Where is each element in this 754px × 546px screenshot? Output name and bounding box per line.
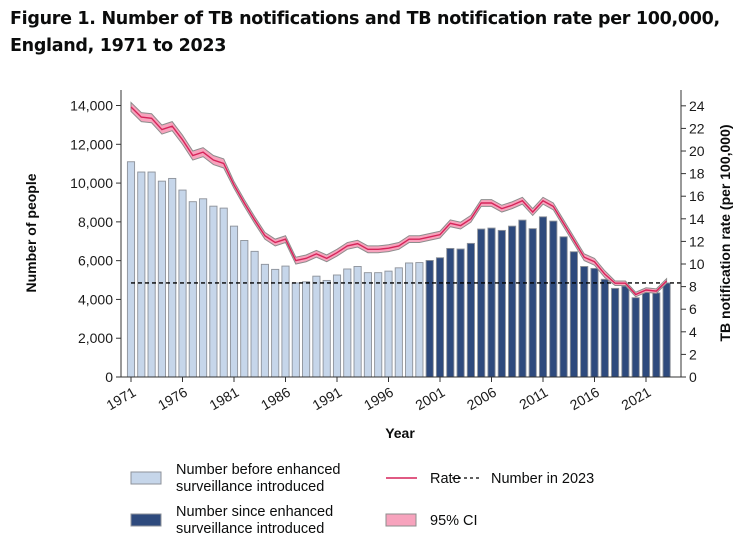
bar-since-2007 — [497, 229, 506, 378]
y-tick-label: 10,000 — [70, 175, 113, 191]
bar-before-1985 — [271, 268, 280, 378]
bar-since-2011 — [538, 216, 548, 378]
y2-tick-label: 0 — [689, 369, 697, 385]
bar-before-1997 — [394, 267, 403, 378]
y2-tick-label: 6 — [689, 301, 697, 317]
bar-before-1991 — [332, 274, 342, 378]
bar-since-2017 — [600, 278, 609, 378]
x-tick-label: 2011 — [516, 384, 550, 413]
x-tick-label: 2016 — [567, 384, 602, 414]
legend-label-rate: Rate — [430, 471, 461, 487]
legend-swatch-before — [130, 471, 162, 485]
x-axis-label: Year — [385, 425, 415, 441]
ci-band — [130, 101, 668, 298]
bar-before-1992 — [343, 268, 352, 378]
bar-before-1995 — [374, 272, 383, 378]
x-tick-label: 1971 — [104, 384, 139, 414]
bar-before-1987 — [291, 282, 300, 378]
legend-label-reference: Number in 2023 — [491, 471, 594, 487]
bar-since-2012 — [549, 220, 558, 378]
bar-since-2006 — [487, 227, 496, 378]
rate-line — [130, 106, 668, 296]
bar-before-1994 — [363, 272, 372, 378]
bar-before-1988 — [302, 281, 311, 378]
bar-before-1989 — [312, 275, 321, 378]
bar-before-1981 — [229, 225, 239, 378]
bar-since-2020 — [631, 297, 640, 378]
bar-before-1999 — [415, 262, 424, 378]
bar-before-1982 — [240, 240, 249, 378]
bar-before-1979 — [209, 205, 218, 378]
y2-tick-label: 10 — [689, 256, 705, 272]
bar-before-1971 — [126, 161, 136, 378]
bar-before-1990 — [322, 279, 331, 378]
bar-since-2004 — [466, 242, 475, 378]
y-axis-label: Number of people — [23, 173, 39, 292]
x-tick-label: 1981 — [207, 384, 242, 414]
bar-since-2010 — [528, 228, 537, 378]
y-tick-label: 8,000 — [78, 214, 113, 230]
bar-before-1978 — [199, 198, 208, 378]
bar-since-2013 — [559, 236, 568, 378]
bar-since-2003 — [456, 248, 465, 378]
bar-before-1998 — [405, 262, 414, 378]
y2-tick-label: 18 — [689, 166, 705, 182]
x-tick-label: 2001 — [413, 384, 448, 414]
x-tick-label: 1976 — [155, 384, 190, 414]
bar-since-2022 — [652, 292, 661, 378]
y2-tick-label: 12 — [689, 233, 705, 249]
x-tick-label: 2006 — [464, 384, 499, 414]
y2-tick-label: 2 — [689, 346, 697, 362]
y-tick-label: 4,000 — [78, 291, 113, 307]
y2-tick-label: 20 — [689, 143, 705, 159]
bar-since-2019 — [621, 285, 630, 378]
chart-title: Figure 1. Number of TB notifications and… — [10, 9, 720, 56]
bar-since-2023 — [662, 282, 671, 378]
bar-before-1977 — [188, 201, 197, 378]
y-tick-label: 0 — [105, 369, 113, 385]
y-tick-label: 2,000 — [78, 330, 113, 346]
y2-tick-label: 8 — [689, 279, 697, 295]
bar-before-1974 — [157, 180, 166, 378]
x-tick-label: 1996 — [361, 384, 396, 414]
bar-since-2021 — [641, 291, 651, 378]
legend-swatch-ci — [385, 513, 417, 527]
x-tick-label: 1986 — [258, 384, 293, 414]
bar-since-2018 — [611, 287, 620, 378]
bar-before-1972 — [137, 171, 146, 378]
legend-label-before: Number before enhanced surveillance intro… — [176, 462, 340, 495]
y2-tick-label: 4 — [689, 324, 697, 340]
bar-before-1980 — [219, 207, 228, 378]
legend-label-ci: 95% CI — [430, 513, 478, 529]
bar-before-1975 — [168, 177, 177, 378]
legend-swatch-since — [130, 513, 162, 527]
bar-since-2008 — [508, 225, 517, 378]
y2-tick-label: 24 — [689, 98, 705, 114]
y-tick-label: 6,000 — [78, 253, 113, 269]
x-tick-label: 1991 — [310, 384, 345, 414]
bar-before-1996 — [384, 270, 393, 378]
x-tick-label: 2021 — [619, 384, 654, 414]
legend-label-since: Number since enhanced surveillance introd… — [176, 504, 333, 537]
bar-since-2005 — [477, 228, 486, 378]
bar-before-1983 — [250, 250, 259, 378]
y-tick-label: 14,000 — [70, 98, 113, 114]
y2-tick-label: 14 — [689, 211, 705, 227]
bar-since-2002 — [446, 247, 455, 378]
y2-axis-label: TB notification rate (per 100,000) — [717, 124, 733, 341]
bar-since-2014 — [569, 251, 578, 378]
bar-before-1984 — [260, 263, 269, 378]
bar-since-2001 — [435, 257, 445, 378]
bar-before-1973 — [147, 171, 156, 378]
bar-since-2016 — [590, 267, 599, 378]
bar-since-2009 — [518, 219, 527, 378]
y2-tick-label: 16 — [689, 188, 705, 204]
y2-tick-label: 22 — [689, 120, 705, 136]
bar-since-2000 — [425, 260, 434, 378]
y-tick-label: 12,000 — [70, 136, 113, 152]
